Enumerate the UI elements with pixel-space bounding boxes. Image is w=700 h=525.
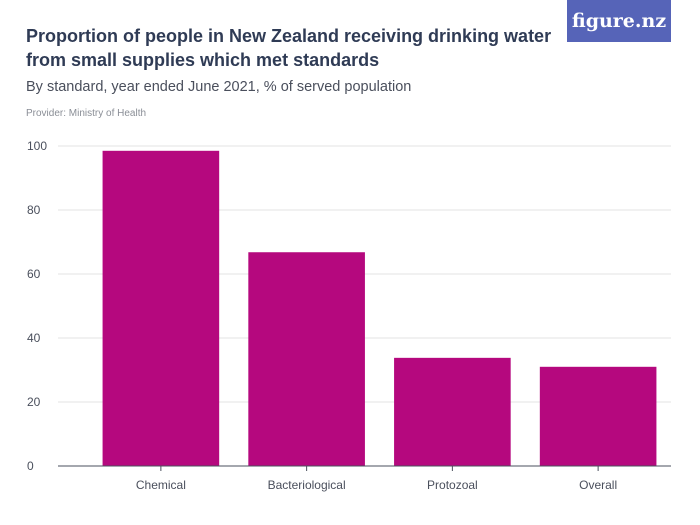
chart-title: Proportion of people in New Zealand rece… <box>26 26 552 70</box>
y-tick-label: 60 <box>27 267 41 281</box>
x-axis-ticks: Chemical Bacteriological Protozoal Overall <box>136 466 617 492</box>
figure-nz-logo[interactable]: figure.nz <box>567 0 671 42</box>
y-tick-label: 80 <box>27 203 41 217</box>
chart-subtitle: By standard, year ended June 2021, % of … <box>26 79 412 95</box>
y-axis-ticks: 0 20 40 60 80 100 <box>27 139 47 473</box>
y-tick-label: 40 <box>27 331 41 345</box>
bars <box>102 150 657 467</box>
bar-chemical[interactable] <box>102 150 220 467</box>
x-tick-label: Chemical <box>136 478 186 492</box>
y-tick-label: 0 <box>27 459 34 473</box>
bar-bacteriological[interactable] <box>248 252 365 466</box>
data-provider: Provider: Ministry of Health <box>26 108 147 119</box>
y-tick-label: 100 <box>27 139 47 153</box>
bar-overall[interactable] <box>539 366 657 466</box>
y-tick-label: 20 <box>27 395 41 409</box>
bar-protozoal[interactable] <box>394 357 511 466</box>
x-tick-label: Bacteriological <box>268 478 346 492</box>
x-tick-label: Protozoal <box>427 478 478 492</box>
x-tick-label: Overall <box>579 478 617 492</box>
